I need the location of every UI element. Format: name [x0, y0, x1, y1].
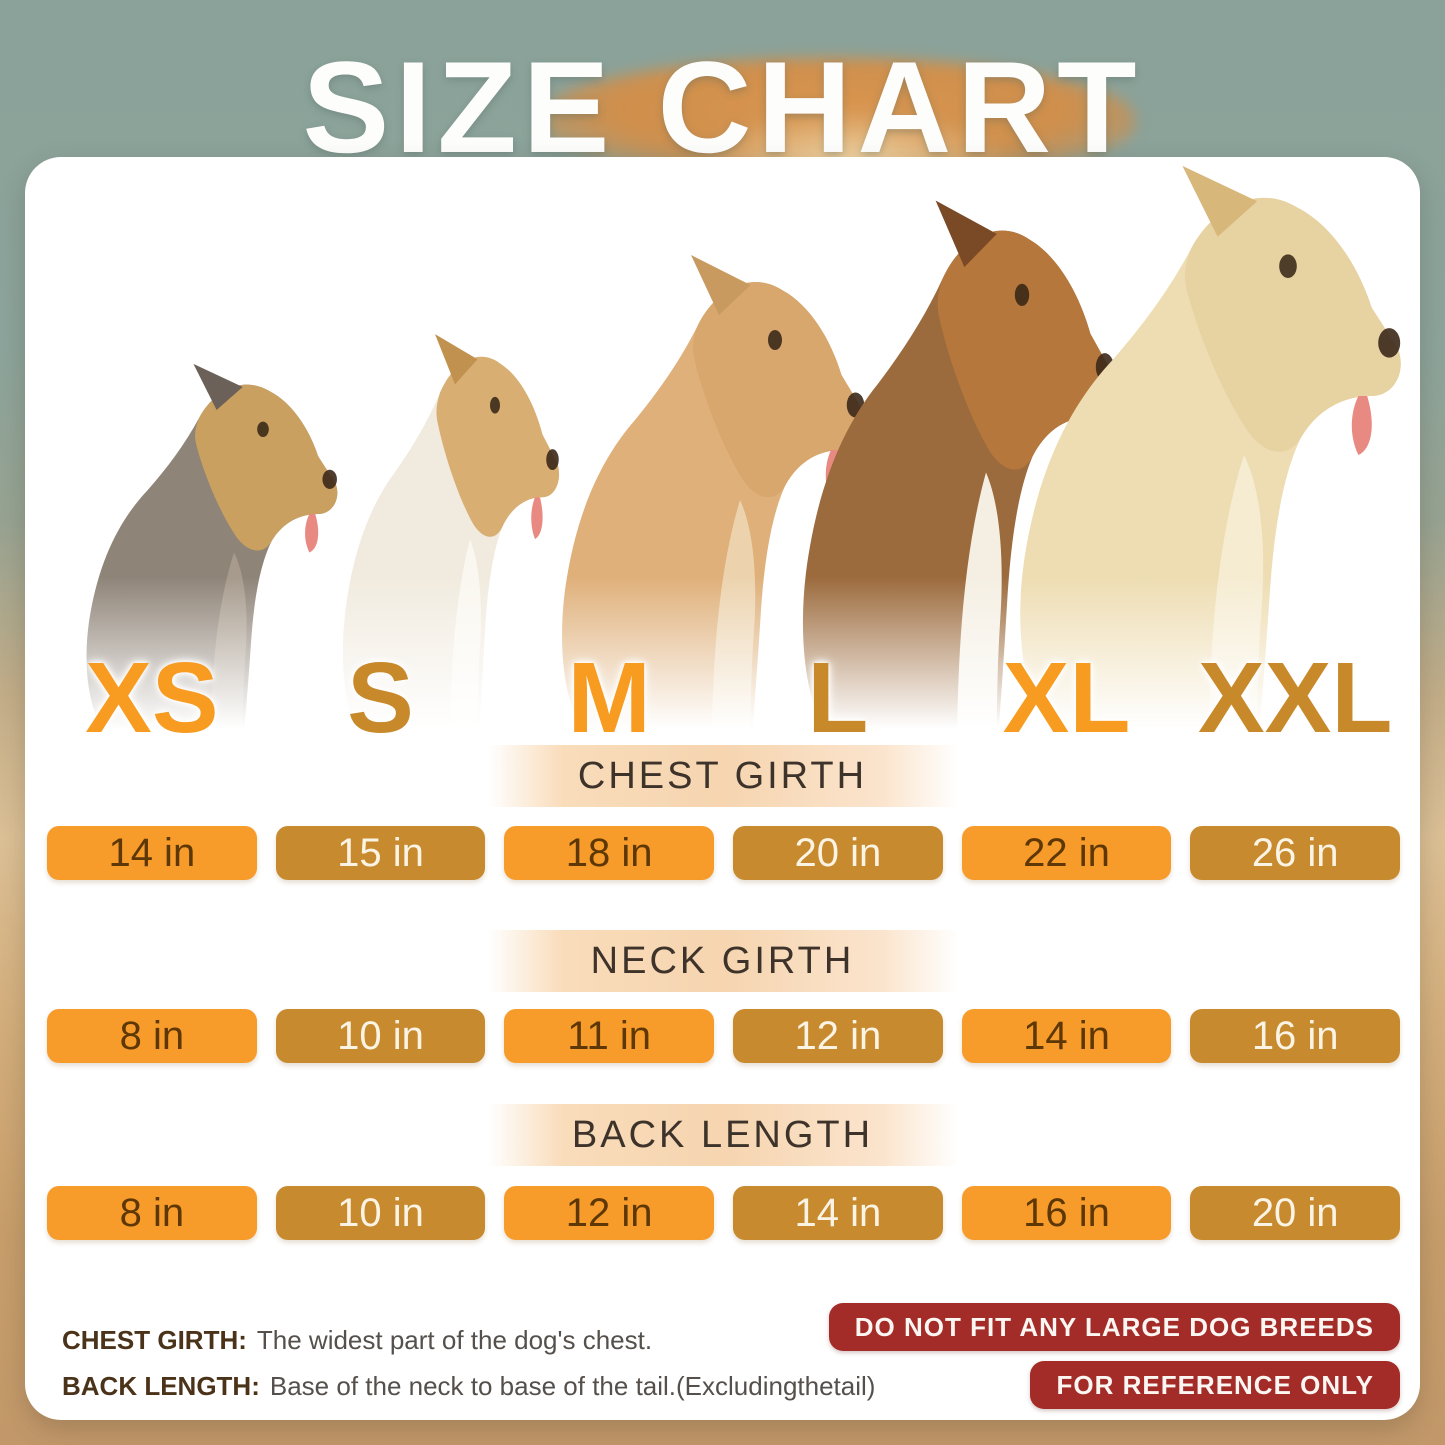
note-text: Base of the neck to base of the tail.(Ex…: [269, 1371, 876, 1401]
section-header-label: BACK LENGTH: [571, 1113, 874, 1156]
size-labels-row: XS S M L XL XXL: [47, 644, 1400, 752]
page-title: SIZE CHART: [302, 34, 1143, 180]
size-label-m: M: [567, 642, 651, 754]
pill-neck-l: 12 in: [733, 1009, 943, 1063]
pill-back-xs: 8 in: [47, 1186, 257, 1240]
pill-chest-xxl: 26 in: [1190, 826, 1401, 880]
pill-chest-xl: 22 in: [961, 826, 1172, 880]
pill-neck-m: 11 in: [504, 1009, 715, 1063]
note-back-length: BACK LENGTH: Base of the neck to base of …: [62, 1363, 875, 1409]
size-label-l: L: [807, 642, 869, 754]
blurred-dog-photo-background: [545, 58, 1135, 173]
dog-fade-overlay: [25, 577, 1420, 762]
section-header-neck-girth: NECK GIRTH: [25, 930, 1420, 992]
pill-chest-s: 15 in: [275, 826, 486, 880]
pill-neck-xs: 8 in: [47, 1009, 257, 1063]
note-chest-girth: CHEST GIRTH: The widest part of the dog's…: [62, 1317, 875, 1363]
size-chart-card: XS S M L XL XXL CHEST GIRTH 14 in 15 in …: [25, 157, 1420, 1420]
pill-back-s: 10 in: [275, 1186, 486, 1240]
pill-neck-xxl: 16 in: [1190, 1009, 1401, 1063]
header-band: [487, 745, 958, 807]
pill-neck-xl: 14 in: [961, 1009, 1172, 1063]
section-header-chest-girth: CHEST GIRTH: [25, 745, 1420, 807]
pill-back-l: 14 in: [733, 1186, 943, 1240]
neck-girth-values-row: 8 in 10 in 11 in 12 in 14 in 16 in: [47, 1009, 1401, 1063]
size-label-xxl: XXL: [1197, 642, 1393, 754]
size-label-xl: XL: [1002, 642, 1131, 754]
badge-no-large-breeds: DO NOT FIT ANY LARGE DOG BREEDS: [828, 1303, 1400, 1351]
section-header-label: CHEST GIRTH: [577, 754, 868, 797]
note-text: The widest part of the dog's chest.: [256, 1325, 653, 1355]
section-header-back-length: BACK LENGTH: [25, 1104, 1420, 1166]
note-label: CHEST GIRTH:: [62, 1325, 247, 1355]
pill-back-xl: 16 in: [961, 1186, 1172, 1240]
size-label-s: S: [347, 642, 414, 754]
header-band: [487, 1104, 958, 1166]
pill-neck-s: 10 in: [275, 1009, 486, 1063]
section-header-label: NECK GIRTH: [590, 939, 855, 982]
warning-badges: DO NOT FIT ANY LARGE DOG BREEDS FOR REFE…: [828, 1303, 1400, 1409]
pill-back-xxl: 20 in: [1190, 1186, 1401, 1240]
chest-girth-values-row: 14 in 15 in 18 in 20 in 22 in 26 in: [47, 826, 1401, 880]
back-length-values-row: 8 in 10 in 12 in 14 in 16 in 20 in: [47, 1186, 1401, 1240]
measurement-notes: CHEST GIRTH: The widest part of the dog's…: [62, 1317, 875, 1409]
size-label-xs: XS: [85, 642, 219, 754]
badge-reference-only: FOR REFERENCE ONLY: [1030, 1361, 1400, 1409]
pill-back-m: 12 in: [504, 1186, 715, 1240]
pill-chest-xs: 14 in: [47, 826, 257, 880]
pill-chest-l: 20 in: [733, 826, 943, 880]
pill-chest-m: 18 in: [504, 826, 715, 880]
note-label: BACK LENGTH:: [62, 1371, 260, 1401]
header-band: [487, 930, 958, 992]
